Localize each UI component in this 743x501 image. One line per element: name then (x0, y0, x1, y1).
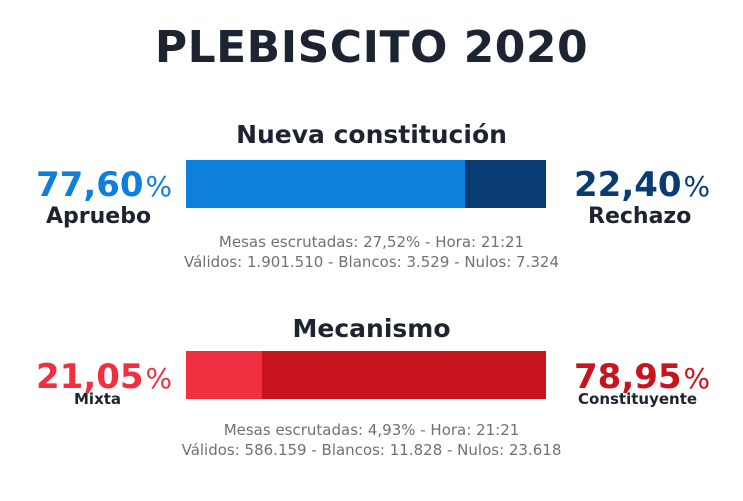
constitucion-stats-votos: Válidos: 1.901.510 - Blancos: 3.529 - Nu… (183, 253, 559, 271)
mixta-value: 21,05 (36, 357, 144, 397)
apruebo-percentage: 77,60% (36, 168, 172, 202)
rechazo-bar-segment (465, 160, 546, 208)
constituyente-percent-symbol: % (683, 362, 711, 395)
mecanismo-stats: Mesas escrutadas: 4,93% - Hora: 21:21 Vá… (0, 420, 743, 460)
apruebo-label: Apruebo (46, 204, 152, 229)
rechazo-value: 22,40 (574, 165, 682, 205)
apruebo-value: 77,60 (36, 165, 144, 205)
mixta-label: Mixta (74, 390, 122, 408)
rechazo-percent-symbol: % (683, 170, 711, 203)
apruebo-percent-symbol: % (145, 170, 173, 203)
rechazo-label: Rechazo (588, 204, 692, 229)
constitucion-heading: Nueva constitución (236, 120, 507, 149)
constituyente-percentage: 78,95% (574, 360, 710, 394)
constituyente-bar-segment (261, 351, 546, 399)
mixta-percent-symbol: % (145, 362, 173, 395)
mecanismo-bar (186, 351, 546, 399)
rechazo-percentage: 22,40% (574, 168, 710, 202)
mixta-percentage: 21,05% (36, 360, 172, 394)
constituyente-value: 78,95 (574, 357, 682, 397)
apruebo-bar-segment (186, 160, 466, 208)
mecanismo-stats-votos: Válidos: 586.159 - Blancos: 11.828 - Nul… (181, 441, 562, 459)
mixta-bar-segment (186, 351, 262, 399)
constitucion-bar (186, 160, 546, 208)
constituyente-label: Constituyente (578, 390, 698, 408)
constitucion-stats: Mesas escrutadas: 27,52% - Hora: 21:21 V… (0, 232, 743, 272)
mecanismo-heading: Mecanismo (292, 314, 451, 343)
page-title: PLEBISCITO 2020 (154, 22, 589, 73)
constitucion-stats-mesas: Mesas escrutadas: 27,52% - Hora: 21:21 (218, 233, 525, 251)
mecanismo-stats-mesas: Mesas escrutadas: 4,93% - Hora: 21:21 (223, 421, 520, 439)
